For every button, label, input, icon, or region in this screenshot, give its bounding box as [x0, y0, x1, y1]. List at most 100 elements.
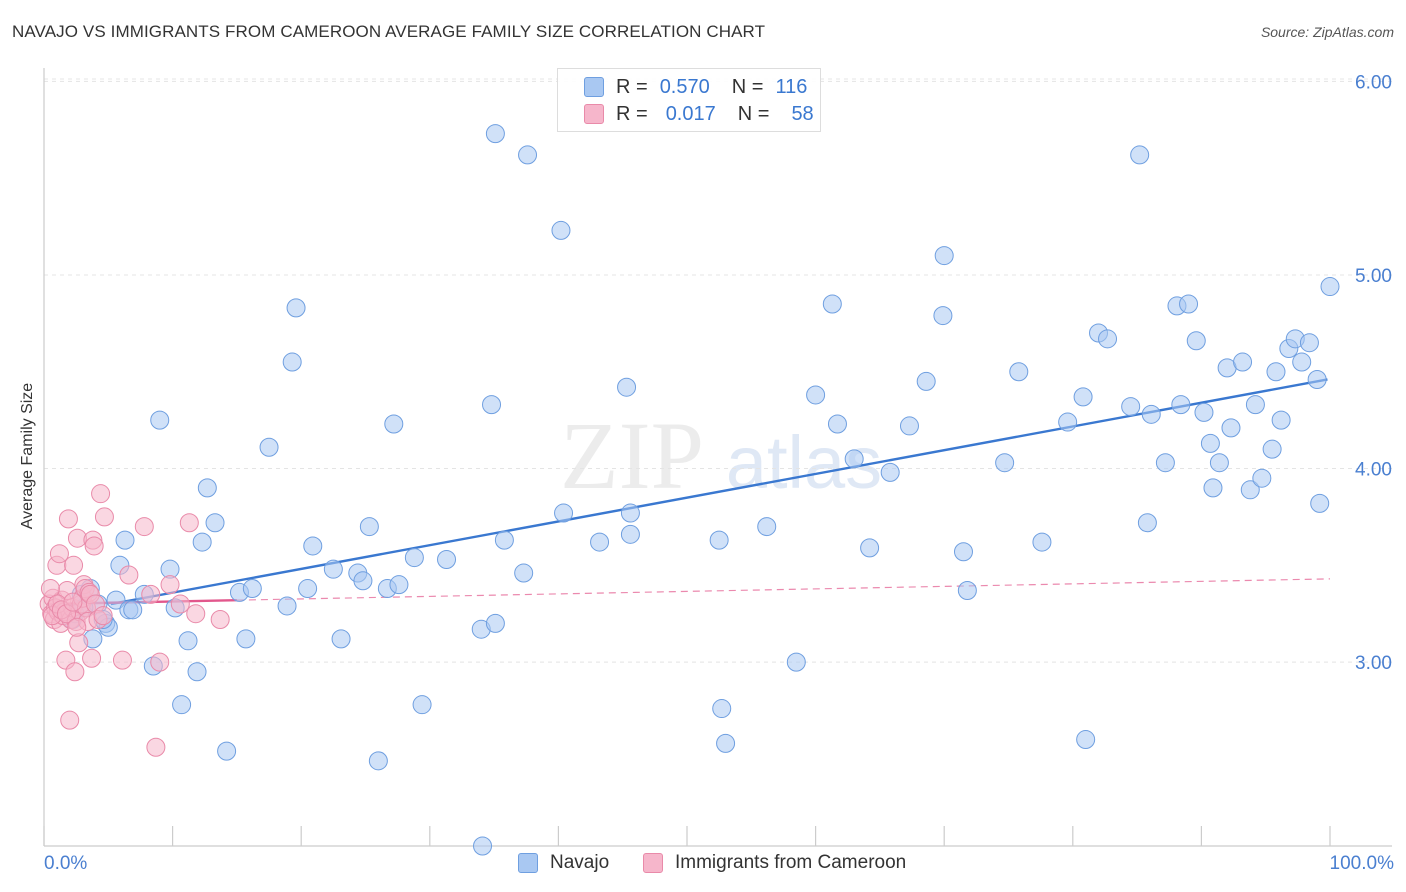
navajo-point [1121, 397, 1141, 417]
legend-n-value: 116 [775, 75, 808, 98]
y-tick-label: 4.00 [1355, 460, 1392, 481]
cameroon-point [60, 710, 80, 730]
navajo-point [551, 220, 571, 240]
navajo-point [1271, 410, 1291, 430]
navajo-point [1073, 387, 1093, 407]
watermark-zip: ZIP [560, 402, 704, 509]
navajo-point [1155, 453, 1175, 473]
navajo-point [303, 536, 323, 556]
legend-swatch-navajo [518, 853, 538, 873]
series-legend: Navajo Immigrants from Cameroon [0, 852, 1406, 878]
legend-row-navajo: R = 0.570 N = 116 [584, 75, 807, 99]
navajo-point [259, 437, 279, 457]
cameroon-point [84, 536, 104, 556]
navajo-point [298, 579, 318, 599]
cameroon-point [141, 584, 161, 604]
navajo-point [115, 530, 135, 550]
navajo-point [331, 629, 351, 649]
navajo-point [1262, 439, 1282, 459]
legend-label-navajo: Navajo [550, 852, 610, 873]
cameroon-point [64, 555, 84, 575]
navajo-point [880, 462, 900, 482]
navajo-point [286, 298, 306, 318]
navajo-point [1186, 331, 1206, 351]
navajo-point [806, 385, 826, 405]
cameroon-point [160, 575, 180, 595]
navajo-point [620, 503, 640, 523]
cameroon-point [186, 604, 206, 624]
legend-n-label: N = [737, 102, 770, 125]
navajo-point [1266, 362, 1286, 382]
navajo-point [933, 306, 953, 326]
legend-swatch-navajo [584, 77, 604, 97]
navajo-point [617, 377, 637, 397]
navajo-point [518, 145, 538, 165]
navajo-point [1203, 478, 1223, 498]
legend-item-cameroon[interactable]: Immigrants from Cameroon [643, 852, 906, 874]
navajo-point [485, 613, 505, 633]
navajo-point [1299, 333, 1319, 353]
navajo-point [620, 524, 640, 544]
legend-r-label: R = [616, 102, 648, 125]
navajo-point [187, 662, 207, 682]
navajo-point [1171, 395, 1191, 415]
series-cameroon [39, 484, 230, 757]
navajo-point [368, 751, 388, 771]
cameroon-point [63, 592, 83, 612]
navajo-point [1320, 277, 1340, 297]
navajo-point [178, 631, 198, 651]
navajo-point [437, 550, 457, 570]
chart-title: NAVAJO VS IMMIGRANTS FROM CAMEROON AVERA… [12, 22, 766, 41]
cameroon-point [65, 662, 85, 682]
navajo-point [1130, 145, 1150, 165]
navajo-point [860, 538, 880, 558]
legend-swatch-cameroon [584, 104, 604, 124]
navajo-point [172, 695, 192, 715]
navajo-point [236, 629, 256, 649]
navajo-point [1179, 294, 1199, 314]
legend-item-navajo[interactable]: Navajo [518, 852, 609, 874]
y-tick-label: 6.00 [1355, 72, 1392, 93]
navajo-point [412, 695, 432, 715]
legend-swatch-cameroon [643, 853, 663, 873]
navajo-point [995, 453, 1015, 473]
navajo-point [242, 579, 262, 599]
cameroon-point [134, 517, 154, 537]
navajo-point [1058, 412, 1078, 432]
cameroon-point [150, 652, 170, 672]
navajo-point [359, 517, 379, 537]
navajo-point [384, 414, 404, 434]
navajo-point [757, 517, 777, 537]
navajo-point [1245, 395, 1265, 415]
legend-r-label: R = [616, 75, 648, 98]
gridlines [44, 78, 1392, 663]
navajo-point [1009, 362, 1029, 382]
cameroon-point [49, 544, 69, 564]
navajo-point [353, 571, 373, 591]
navajo-point [844, 449, 864, 469]
navajo-point [822, 294, 842, 314]
navajo-point [1233, 352, 1253, 372]
navajo-point [197, 478, 217, 498]
cameroon-point [94, 507, 114, 527]
navajo-point [192, 532, 212, 552]
legend-label-cameroon: Immigrants from Cameroon [675, 852, 907, 873]
navajo-point [916, 371, 936, 391]
navajo-point [123, 600, 143, 620]
series-navajo [62, 124, 1340, 856]
navajo-point [786, 652, 806, 672]
trend-line-extension [236, 578, 1331, 601]
cameroon-point [179, 513, 199, 533]
navajo-point [1194, 402, 1214, 422]
navajo-point [482, 395, 502, 415]
y-tick-label: 3.00 [1355, 653, 1392, 674]
navajo-point [1310, 493, 1330, 513]
cameroon-point [170, 594, 190, 614]
axes [43, 68, 1392, 847]
navajo-point [494, 530, 514, 550]
navajo-point [1141, 404, 1161, 424]
x-tick-label: 0.0% [44, 853, 87, 874]
navajo-point [1137, 513, 1157, 533]
cameroon-point [91, 484, 111, 504]
legend-n-value: 58 [791, 102, 814, 125]
